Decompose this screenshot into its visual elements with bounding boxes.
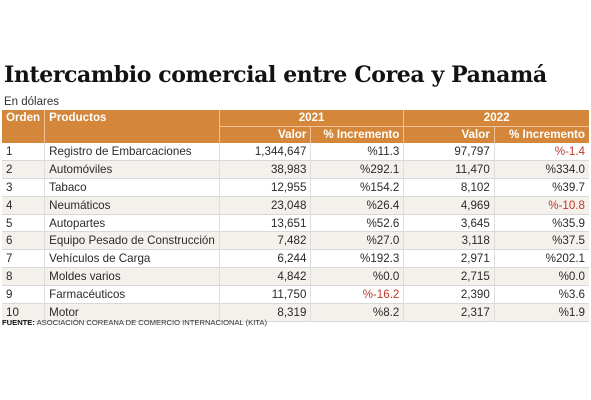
cell-orden: 7	[2, 249, 46, 269]
cell-producto: Equipo Pesado de Construcción	[44, 231, 220, 251]
cell-producto: Farmacéuticos	[44, 285, 220, 305]
header-orden: Orden	[2, 110, 46, 143]
cell-orden: 6	[2, 231, 46, 251]
cell-producto: Moldes varios	[44, 267, 220, 287]
cell-orden: 4	[2, 196, 46, 215]
table-row: 7 Vehículos de Carga 6,244 %192.3 2,971 …	[2, 249, 589, 269]
table-row: 1 Registro de Embarcaciones 1,344,647 %1…	[2, 143, 589, 161]
cell-orden: 3	[2, 178, 46, 197]
cell-orden: 2	[2, 160, 46, 179]
cell-valor-2021: 4,842	[219, 267, 312, 287]
cell-producto: Tabaco	[44, 178, 220, 197]
table-row: 10 Motor 8,319 %8.2 2,317 %1.9	[2, 303, 589, 322]
cell-valor-2021: 6,244	[219, 249, 312, 269]
cell-incremento-2021: %154.2	[310, 178, 405, 197]
cell-incremento-2022: %334.0	[494, 160, 589, 179]
header-productos: Productos	[44, 110, 220, 143]
cell-valor-2022: 2,971	[403, 249, 495, 269]
cell-incremento-2021: %11.3	[310, 143, 405, 161]
header-valor-2022: Valor	[403, 126, 495, 143]
header-row-years: Orden Productos 2021 2022	[2, 110, 589, 143]
cell-valor-2022: 2,715	[403, 267, 495, 287]
cell-valor-2022: 3,645	[403, 214, 495, 233]
cell-incremento-2021: %0.0	[310, 267, 405, 287]
cell-incremento-2022: %37.5	[494, 231, 589, 251]
cell-orden: 9	[2, 285, 46, 305]
source-note: FUENTE: ASOCIACIÓN COREANA DE COMERCIO I…	[2, 318, 267, 327]
cell-incremento-2022: %1.9	[494, 303, 589, 322]
cell-orden: 8	[2, 267, 46, 287]
header-incremento-2021: % Incremento	[310, 126, 405, 143]
cell-valor-2021: 23,048	[219, 196, 312, 215]
cell-orden: 1	[2, 143, 46, 161]
cell-incremento-2021: %8.2	[310, 303, 405, 322]
cell-incremento-2022: %-10.8	[494, 196, 589, 215]
trade-table: Orden Productos 2021 2022 Valor % Increm…	[2, 110, 589, 322]
cell-incremento-2021: %292.1	[310, 160, 405, 179]
table-row: 9 Farmacéuticos 11,750 %-16.2 2,390 %3.6	[2, 285, 589, 305]
cell-orden: 5	[2, 214, 46, 233]
cell-valor-2022: 8,102	[403, 178, 495, 197]
header-year-2022: 2022	[403, 110, 589, 127]
cell-valor-2021: 7,482	[219, 231, 312, 251]
cell-valor-2021: 1,344,647	[219, 143, 312, 161]
page-title: Intercambio comercial entre Corea y Pana…	[4, 62, 547, 88]
cell-producto: Registro de Embarcaciones	[44, 143, 220, 161]
table-row: 3 Tabaco 12,955 %154.2 8,102 %39.7	[2, 178, 589, 197]
source-label: FUENTE:	[2, 318, 35, 327]
table-row: 2 Automóviles 38,983 %292.1 11,470 %334.…	[2, 160, 589, 179]
table-row: 8 Moldes varios 4,842 %0.0 2,715 %0.0	[2, 267, 589, 287]
cell-incremento-2021: %192.3	[310, 249, 405, 269]
cell-valor-2021: 8,319	[219, 303, 312, 322]
cell-incremento-2022: %3.6	[494, 285, 589, 305]
cell-incremento-2022: %0.0	[494, 267, 589, 287]
cell-producto: Vehículos de Carga	[44, 249, 220, 269]
cell-valor-2022: 11,470	[403, 160, 495, 179]
cell-valor-2022: 2,317	[403, 303, 495, 322]
cell-valor-2021: 11,750	[219, 285, 312, 305]
cell-valor-2022: 4,969	[403, 196, 495, 215]
cell-incremento-2022: %39.7	[494, 178, 589, 197]
cell-producto: Neumáticos	[44, 196, 220, 215]
cell-valor-2022: 2,390	[403, 285, 495, 305]
cell-producto: Autopartes	[44, 214, 220, 233]
cell-incremento-2021: %-16.2	[310, 285, 405, 305]
header-incremento-2022: % Incremento	[494, 126, 589, 143]
cell-valor-2021: 13,651	[219, 214, 312, 233]
table-row: 6 Equipo Pesado de Construcción 7,482 %2…	[2, 231, 589, 251]
cell-incremento-2021: %27.0	[310, 231, 405, 251]
header-year-2021: 2021	[219, 110, 405, 127]
table-row: 4 Neumáticos 23,048 %26.4 4,969 %-10.8	[2, 196, 589, 215]
cell-incremento-2021: %52.6	[310, 214, 405, 233]
cell-valor-2021: 12,955	[219, 178, 312, 197]
cell-incremento-2022: %-1.4	[494, 143, 589, 161]
subtitle: En dólares	[4, 96, 59, 108]
cell-incremento-2022: %35.9	[494, 214, 589, 233]
header-row-columns: Valor % Incremento Valor % Incremento	[2, 126, 589, 143]
cell-valor-2022: 3,118	[403, 231, 495, 251]
cell-valor-2021: 38,983	[219, 160, 312, 179]
cell-incremento-2022: %202.1	[494, 249, 589, 269]
cell-valor-2022: 97,797	[403, 143, 495, 161]
source-text: ASOCIACIÓN COREANA DE COMERCIO INTERNACI…	[34, 318, 267, 327]
cell-producto: Motor	[44, 303, 220, 322]
cell-orden: 10	[2, 303, 46, 322]
cell-producto: Automóviles	[44, 160, 220, 179]
header-valor-2021: Valor	[219, 126, 312, 143]
cell-incremento-2021: %26.4	[310, 196, 405, 215]
table-row: 5 Autopartes 13,651 %52.6 3,645 %35.9	[2, 214, 589, 233]
